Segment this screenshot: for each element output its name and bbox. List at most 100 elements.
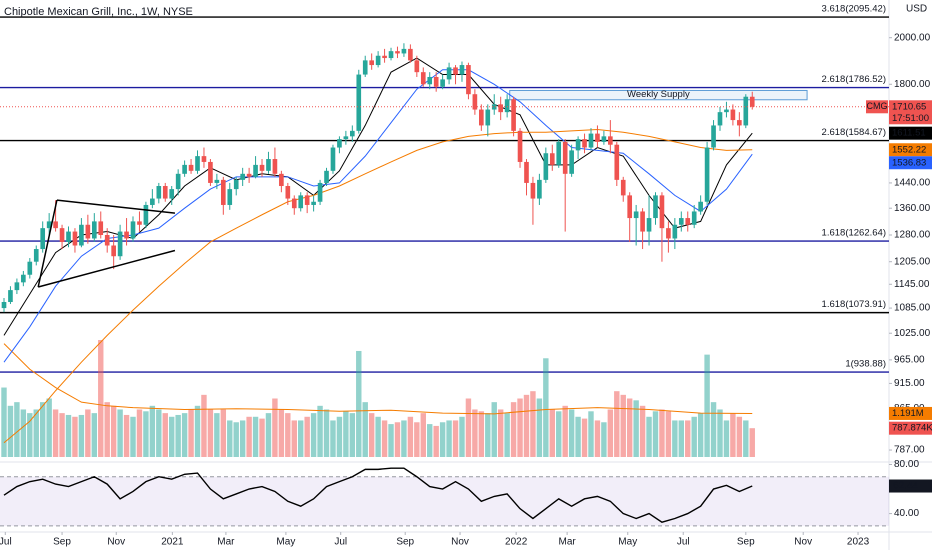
candle-body (182, 164, 187, 174)
candle-body (511, 99, 516, 131)
candle-body (246, 173, 252, 177)
volume-bar (272, 398, 278, 457)
candle-body (401, 48, 407, 54)
volume-bar (459, 416, 465, 457)
rsi-tag (889, 479, 932, 493)
volume-bar (497, 409, 504, 457)
candle-body (27, 261, 33, 275)
candle-body (111, 245, 116, 257)
candle-body (46, 221, 52, 229)
candle-body (737, 120, 742, 126)
volume-bar (588, 411, 594, 457)
volume-bar (491, 402, 497, 457)
candle-body (240, 173, 245, 180)
candle-body (691, 211, 697, 225)
axis-tag (889, 406, 932, 420)
volume-bar (343, 411, 349, 457)
volume-bar (123, 414, 130, 457)
candle-body (446, 67, 452, 80)
level-label: 1(938.88) (845, 359, 886, 370)
volume-bar (72, 416, 78, 457)
x-tick-label: Jul (677, 537, 690, 548)
candle-body (72, 231, 78, 246)
level-label: 2.618(1786.52) (822, 74, 886, 85)
candle-body (672, 224, 678, 239)
volume-bar (646, 416, 652, 457)
volume-bar (356, 350, 362, 457)
volume-bar (510, 402, 517, 457)
y-tick-label: 1360.00 (894, 203, 931, 214)
candle-body (117, 231, 123, 257)
y-tick-label: 1205.00 (894, 256, 931, 267)
candle-body (175, 173, 181, 190)
candle-body (220, 179, 226, 205)
axis-tag-label: 1552.22 (892, 144, 926, 155)
candle-body (459, 65, 465, 75)
candle-body (337, 139, 342, 148)
candle-body (504, 99, 510, 113)
volume-bar (265, 413, 272, 457)
x-tick-label: May (276, 537, 295, 548)
candle-body (479, 109, 484, 126)
x-tick-label: 2021 (161, 537, 184, 548)
rsi-line (3, 467, 753, 523)
candle-body (704, 147, 710, 202)
candle-body (272, 159, 278, 174)
volume-bar (452, 420, 459, 457)
volume-bar (298, 420, 304, 457)
candle-body (730, 109, 736, 121)
volume-bar (291, 420, 297, 457)
volume-bar (175, 414, 181, 457)
volume-bar (52, 409, 59, 457)
trendline (56, 199, 176, 214)
candle-body (33, 249, 39, 262)
candle-body (724, 109, 729, 113)
x-tick-label: Nov (451, 537, 469, 548)
volume-bar (407, 416, 414, 457)
volume-bar (568, 409, 575, 457)
y-tick-label: 787.00 (894, 445, 925, 456)
volume-bar (91, 413, 98, 457)
volume-bar (549, 409, 555, 457)
trendline (37, 199, 58, 288)
candle-body (678, 218, 684, 225)
volume-bar (317, 405, 323, 457)
volume-bar (381, 420, 388, 457)
x-tick-label: Mar (217, 537, 235, 548)
volume-bar (485, 413, 491, 457)
candle-body (156, 186, 162, 199)
volume-bar (85, 409, 91, 457)
ticker-label: CMG (867, 101, 888, 111)
volume-bar (7, 405, 14, 457)
volume-bar (136, 409, 143, 457)
x-tick-label: Sep (53, 537, 71, 548)
volume-bar (659, 409, 665, 457)
candle-body (601, 136, 607, 142)
volume-bar (98, 340, 104, 457)
volume-bar (239, 420, 246, 457)
volume-bar (601, 422, 607, 457)
volume-bar (594, 420, 601, 457)
volume-bar (149, 405, 156, 457)
candle-body (517, 130, 523, 162)
volume-bar (169, 416, 175, 457)
candle-body (427, 76, 433, 85)
candle-body (588, 133, 594, 148)
volume-bar (1, 387, 7, 457)
volume-bar (672, 420, 678, 457)
volume-bar (562, 405, 568, 457)
candle-body (640, 211, 645, 232)
candle-body (201, 156, 207, 162)
candle-body (227, 189, 233, 205)
candle-body (124, 231, 129, 239)
volume-bar (394, 422, 401, 457)
y-tick-label: 1280.00 (894, 230, 931, 241)
rsi-tag-label: 62.44 (893, 481, 918, 492)
volume-bar (110, 405, 117, 457)
axis-tag (889, 421, 932, 435)
y-tick-label: 1440.00 (894, 178, 931, 189)
candle-body (253, 164, 258, 177)
candle-body (350, 130, 355, 137)
volume-bar (27, 413, 33, 457)
